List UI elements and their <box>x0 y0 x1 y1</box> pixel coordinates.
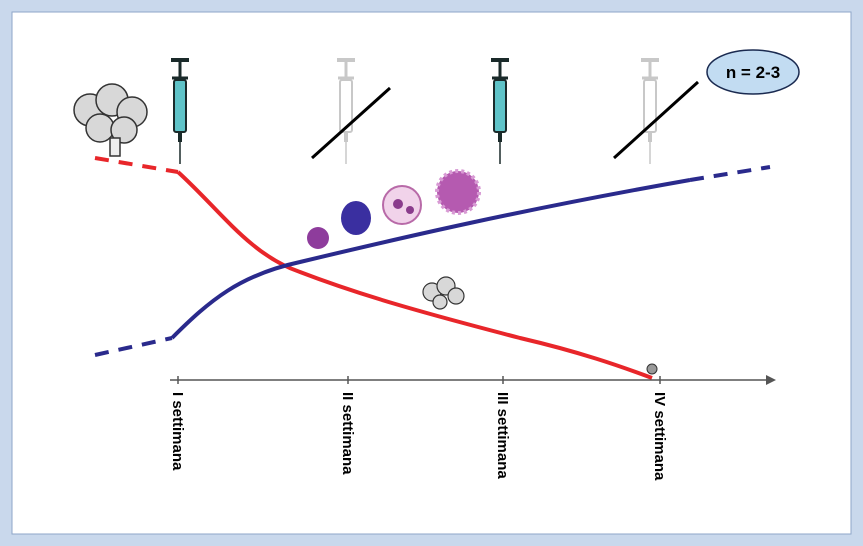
week-label: II settimana <box>339 392 356 475</box>
week-label: III settimana <box>494 392 511 479</box>
cell <box>437 171 479 213</box>
week-label: IV settimana <box>651 392 668 481</box>
cell <box>307 227 329 249</box>
badge-label: n = 2-3 <box>726 63 780 82</box>
cell-nucleus <box>406 206 414 214</box>
cell-nucleus <box>393 199 403 209</box>
diagram: n = 2-3 I settimana II settimana III setti… <box>0 0 863 546</box>
week-label: I settimana <box>169 392 186 471</box>
cell <box>341 201 371 235</box>
tumor-tiny <box>647 364 657 374</box>
